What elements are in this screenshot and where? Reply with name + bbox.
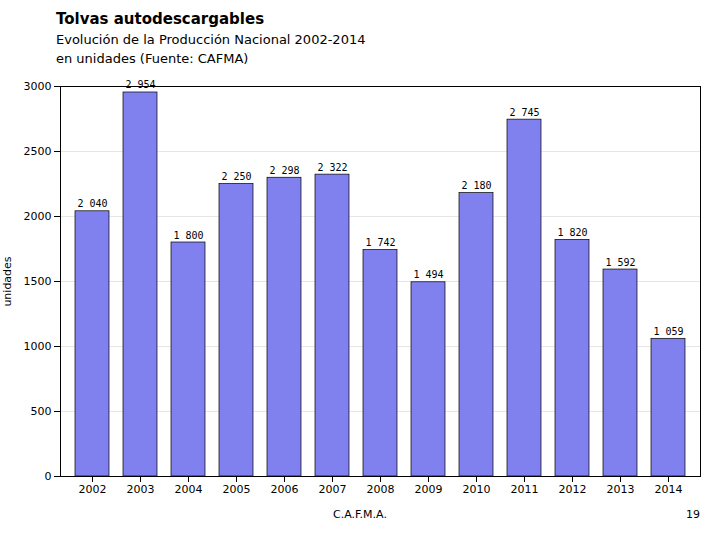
svg-text:2004: 2004	[175, 483, 203, 496]
svg-text:1000: 1000	[24, 340, 52, 353]
html-text:19: 19	[686, 508, 700, 521]
svg-text:1 059: 1 059	[653, 326, 683, 337]
svg-text:1500: 1500	[24, 275, 52, 288]
svg-text:2 250: 2 250	[221, 171, 251, 182]
svg-text:2 040: 2 040	[77, 198, 107, 209]
html-text:en unidades (Fuente: CAFMA): en unidades (Fuente: CAFMA)	[56, 51, 249, 66]
svg-text:1 800: 1 800	[173, 230, 203, 241]
svg-text:2009: 2009	[415, 483, 443, 496]
svg-text:2010: 2010	[463, 483, 491, 496]
svg-text:2007: 2007	[319, 483, 347, 496]
html-text:Evolución de la Producción Nac: Evolución de la Producción Nacional 2002…	[56, 32, 366, 47]
svg-text:1 820: 1 820	[557, 227, 587, 238]
svg-text:1 494: 1 494	[413, 269, 443, 280]
svg-text:2 298: 2 298	[269, 165, 299, 176]
svg-text:1 742: 1 742	[365, 237, 395, 248]
svg-text:500: 500	[31, 405, 52, 418]
svg-text:2008: 2008	[367, 483, 395, 496]
svg-text:2012: 2012	[559, 483, 587, 496]
svg-text:2006: 2006	[271, 483, 299, 496]
svg-text:2013: 2013	[607, 483, 635, 496]
svg-text:2000: 2000	[24, 210, 52, 223]
svg-text:2 745: 2 745	[509, 107, 539, 118]
svg-text:2003: 2003	[127, 483, 155, 496]
svg-text:3000: 3000	[24, 80, 52, 93]
svg-text:unidades: unidades	[1, 256, 14, 306]
html-text:C.A.F.M.A.: C.A.F.M.A.	[333, 508, 387, 521]
svg-text:0: 0	[45, 470, 52, 483]
svg-text:2011: 2011	[511, 483, 539, 496]
svg-text:2002: 2002	[79, 483, 107, 496]
svg-text:2 954: 2 954	[125, 79, 155, 90]
svg-text:2500: 2500	[24, 145, 52, 158]
svg-text:2 322: 2 322	[317, 162, 347, 173]
svg-text:2005: 2005	[223, 483, 251, 496]
svg-text:2014: 2014	[655, 483, 683, 496]
html-text:Tolvas autodescargables: Tolvas autodescargables	[56, 10, 265, 28]
svg-text:2 180: 2 180	[461, 180, 491, 191]
svg-text:1 592: 1 592	[605, 257, 635, 268]
